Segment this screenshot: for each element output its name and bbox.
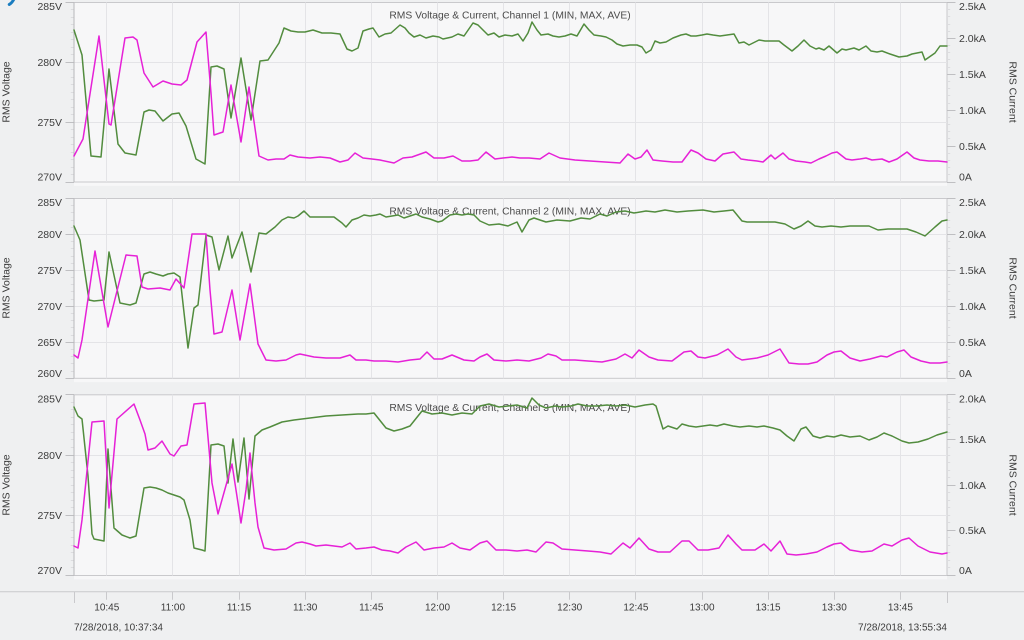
svg-text:11:15: 11:15 [227,603,252,614]
svg-text:285V: 285V [37,394,62,406]
svg-text:RMS Voltage: RMS Voltage [1,257,13,318]
svg-text:RMS Voltage & Current, Channel: RMS Voltage & Current, Channel 1 (MIN, M… [389,11,630,22]
svg-text:2.0kA: 2.0kA [959,394,986,406]
svg-text:285V: 285V [37,1,62,13]
svg-text:12:00: 12:00 [425,603,450,614]
svg-text:0.5kA: 0.5kA [959,141,986,153]
svg-text:1.5kA: 1.5kA [959,434,986,446]
svg-text:275V: 275V [37,117,62,129]
svg-text:275V: 275V [37,510,62,522]
svg-text:13:00: 13:00 [689,603,714,614]
svg-text:11:45: 11:45 [359,603,384,614]
svg-text:0A: 0A [959,368,972,380]
svg-text:13:45: 13:45 [888,603,913,614]
svg-text:1.0kA: 1.0kA [959,301,986,313]
svg-text:270V: 270V [37,565,62,577]
svg-text:270V: 270V [37,172,62,184]
svg-text:10:45: 10:45 [94,603,119,614]
svg-text:1.0kA: 1.0kA [959,105,986,117]
svg-text:RMS Current: RMS Current [1007,257,1019,318]
svg-text:12:30: 12:30 [557,603,582,614]
svg-text:2.0kA: 2.0kA [959,33,986,45]
svg-text:280V: 280V [37,57,62,69]
svg-text:7/28/2018, 13:55:34: 7/28/2018, 13:55:34 [858,623,947,634]
svg-text:0A: 0A [959,565,972,577]
svg-text:2.0kA: 2.0kA [959,229,986,241]
svg-text:285V: 285V [37,197,62,209]
svg-text:RMS Voltage & Current, Channel: RMS Voltage & Current, Channel 3 (MIN, M… [389,403,630,414]
svg-text:0A: 0A [959,172,972,184]
svg-text:1.0kA: 1.0kA [959,480,986,492]
svg-text:0.5kA: 0.5kA [959,525,986,537]
svg-text:280V: 280V [37,229,62,241]
svg-text:11:30: 11:30 [293,603,318,614]
svg-text:1.5kA: 1.5kA [959,69,986,81]
svg-text:12:45: 12:45 [623,603,648,614]
svg-text:11:00: 11:00 [161,603,186,614]
svg-text:13:15: 13:15 [756,603,781,614]
svg-text:0.5kA: 0.5kA [959,337,986,349]
svg-text:7/28/2018, 10:37:34: 7/28/2018, 10:37:34 [74,623,163,634]
svg-text:2.5kA: 2.5kA [959,1,986,13]
svg-text:2.5kA: 2.5kA [959,197,986,209]
svg-text:RMS Voltage: RMS Voltage [1,454,13,515]
svg-text:1.5kA: 1.5kA [959,265,986,277]
svg-text:RMS Current: RMS Current [1007,61,1019,122]
svg-text:265V: 265V [37,337,62,349]
svg-text:270V: 270V [37,301,62,313]
svg-text:RMS Voltage & Current, Channel: RMS Voltage & Current, Channel 2 (MIN, M… [389,207,630,218]
svg-text:275V: 275V [37,265,62,277]
svg-text:260V: 260V [37,368,62,380]
svg-text:12:15: 12:15 [491,603,516,614]
svg-text:13:30: 13:30 [822,603,847,614]
svg-text:280V: 280V [37,450,62,462]
svg-text:RMS Current: RMS Current [1007,454,1019,515]
svg-text:RMS Voltage: RMS Voltage [1,61,13,122]
